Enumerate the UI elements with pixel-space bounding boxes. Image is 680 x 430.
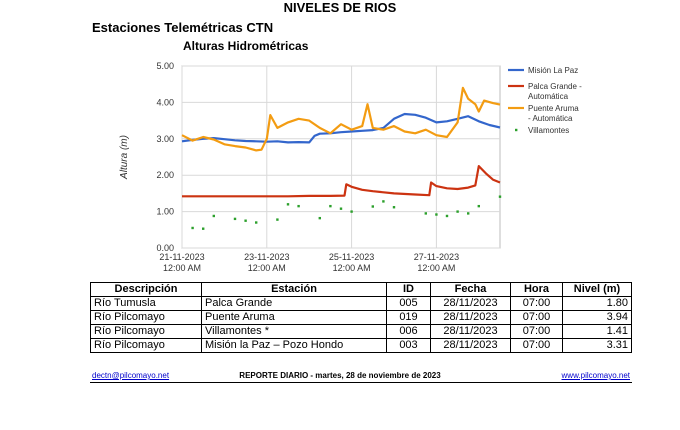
x-tick-label: 21-11-2023 [159, 252, 204, 262]
legend-label: Villamontes [528, 126, 569, 135]
x-tick-label: 23-11-2023 [244, 252, 289, 262]
series-point [424, 212, 427, 215]
legend-marker [515, 128, 518, 132]
series-line [181, 112, 501, 144]
series-point [244, 219, 247, 222]
y-tick-label: 5.00 [156, 61, 174, 71]
cell-fecha: 28/11/2023 [430, 296, 511, 311]
cell-estacion: Puente Aruma [201, 310, 387, 325]
station-table: Descripción Estación ID Fecha Hora Nivel… [90, 282, 632, 353]
legend-label: Puente Aruma - Automática [528, 104, 579, 123]
series-point [371, 205, 374, 208]
cell-hora: 07:00 [510, 310, 563, 325]
cell-fecha: 28/11/2023 [430, 310, 511, 325]
header-fecha: Fecha [430, 282, 511, 297]
y-tick-label: 0.00 [156, 243, 174, 253]
series-point [477, 204, 480, 208]
cell-fecha: 28/11/2023 [430, 324, 511, 339]
page-title: NIVELES DE RIOS [283, 0, 397, 15]
cell-id: 019 [386, 310, 431, 325]
x-tick-label: 25-11-2023 [329, 252, 374, 262]
series-line [181, 86, 501, 152]
y-tick-label: 1.00 [156, 207, 174, 217]
series-point [286, 203, 290, 206]
series-point [233, 217, 237, 221]
series-point [382, 200, 385, 203]
series-point [498, 195, 502, 198]
series-line [182, 165, 501, 198]
legend-label: Misión La Paz [528, 66, 578, 75]
y-axis-label: Altura (m) [119, 135, 130, 180]
cell-descripcion: Río Pilcomayo [90, 324, 202, 339]
cell-id: 006 [386, 324, 431, 339]
page-subtitle: Estaciones Telemétricas CTN [92, 20, 274, 35]
header-hora: Hora [510, 282, 563, 297]
table-row: Río Pilcomayo Puente Aruma 019 28/11/202… [90, 310, 632, 325]
cell-estacion: Misión la Paz – Pozo Hondo [201, 338, 387, 353]
website-link[interactable]: www.pilcomayo.net [561, 371, 630, 380]
y-tick-label: 4.00 [156, 97, 174, 107]
series-point [255, 221, 258, 224]
cell-hora: 07:00 [510, 324, 563, 339]
y-tick-label: 2.00 [156, 170, 174, 180]
series-point [297, 204, 300, 208]
x-tick-time-label: 12:00 AM [417, 263, 455, 273]
water-level-chart: 0.001.002.003.004.005.0021-11-202312:00 … [119, 61, 582, 273]
series-point [212, 214, 215, 218]
series-point [339, 207, 343, 210]
y-tick-label: 3.00 [156, 134, 174, 144]
cell-nivel: 1.80 [562, 296, 632, 311]
table-row: Río Tumusla Palca Grande 005 28/11/2023 … [90, 296, 632, 311]
table-row: Río Pilcomayo Villamontes * 006 28/11/20… [90, 324, 632, 339]
cell-descripcion: Río Pilcomayo [90, 338, 202, 353]
cell-nivel: 3.94 [562, 310, 632, 325]
cell-estacion: Villamontes * [201, 324, 387, 339]
series-point [318, 216, 321, 220]
legend-label: Palca Grande -Automática [528, 82, 582, 101]
x-tick-time-label: 12:00 AM [333, 263, 371, 273]
x-tick-time-label: 12:00 AM [248, 263, 286, 273]
cell-hora: 07:00 [510, 338, 563, 353]
header-nivel: Nivel (m) [562, 282, 632, 297]
table-header-row: Descripción Estación ID Fecha Hora Nivel… [90, 282, 632, 297]
series-point [467, 212, 470, 215]
chart-title: Alturas Hidrométricas [183, 39, 309, 53]
cell-nivel: 1.41 [562, 324, 632, 339]
series-point [276, 218, 279, 221]
plot-area [181, 65, 501, 249]
cell-hora: 07:00 [510, 296, 563, 311]
series-point [456, 210, 459, 213]
series-point [350, 210, 353, 213]
email-link[interactable]: dectn@pilcomayo.net [92, 371, 170, 380]
table-row: Río Pilcomayo Misión la Paz – Pozo Hondo… [90, 338, 632, 353]
cell-descripcion: Río Tumusla [90, 296, 202, 311]
header-id: ID [386, 282, 431, 297]
cell-descripcion: Río Pilcomayo [90, 310, 202, 325]
header-descripcion: Descripción [90, 282, 202, 297]
cell-nivel: 3.31 [562, 338, 632, 353]
cell-id: 003 [386, 338, 431, 353]
series-point [329, 204, 332, 208]
series-point [445, 214, 449, 218]
x-tick-time-label: 12:00 AM [163, 263, 201, 273]
x-tick-label: 27-11-2023 [414, 252, 459, 262]
series-point [191, 226, 194, 230]
report-date: REPORTE DIARIO - martes, 28 de noviembre… [239, 371, 441, 380]
series-point [435, 213, 438, 216]
cell-estacion: Palca Grande [201, 296, 387, 311]
header-estacion: Estación [201, 282, 387, 297]
cell-id: 005 [386, 296, 431, 311]
cell-fecha: 28/11/2023 [430, 338, 511, 353]
series-point [392, 206, 396, 209]
series-point [202, 227, 205, 230]
footer-rule [90, 382, 632, 383]
